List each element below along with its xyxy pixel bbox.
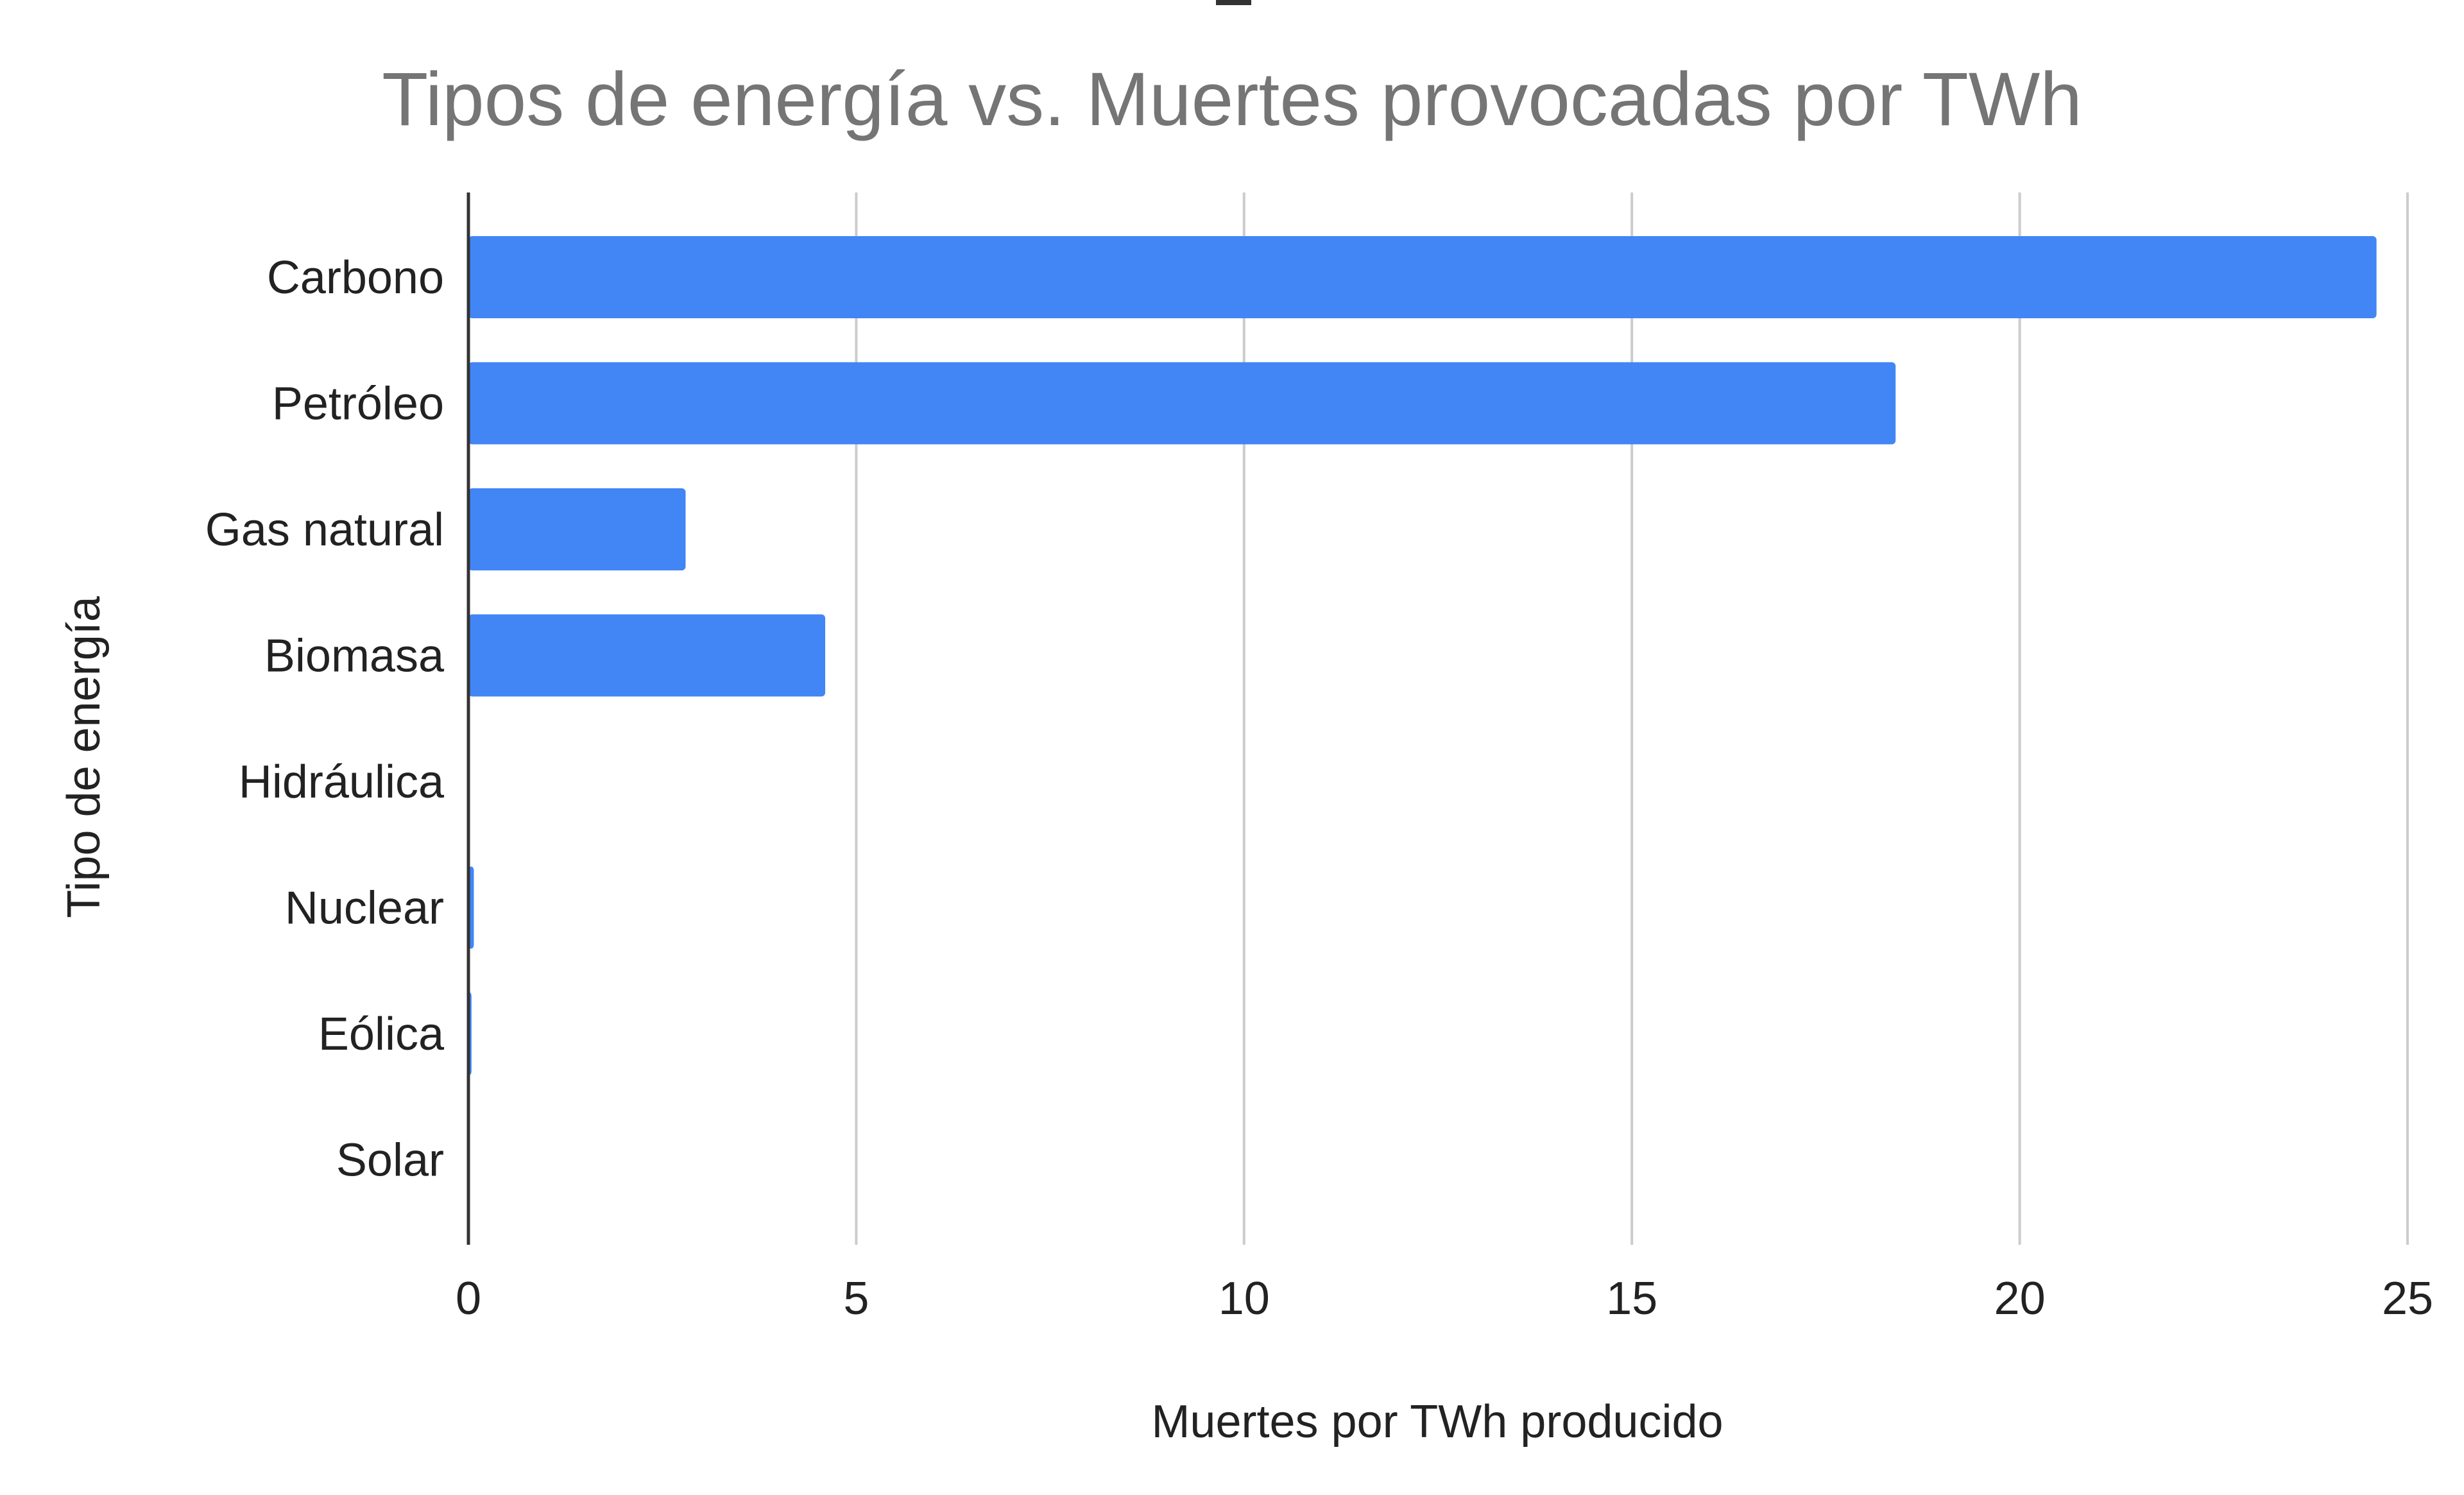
x-tick-label: 25 bbox=[2382, 1273, 2433, 1324]
x-tick-label: 10 bbox=[1219, 1273, 1270, 1324]
y-tick-label: Hidráulica bbox=[239, 756, 445, 808]
x-tick-label: 15 bbox=[1606, 1273, 1657, 1324]
bar-petróleo bbox=[468, 362, 1896, 445]
x-axis-title: Muertes por TWh producido bbox=[1151, 1396, 1723, 1448]
x-tick-label: 0 bbox=[456, 1273, 481, 1324]
y-tick-label: Petróleo bbox=[272, 379, 444, 430]
bar-gas-natural bbox=[468, 488, 686, 570]
y-tick-label: Nuclear bbox=[285, 883, 444, 934]
x-axis-tick-labels: 0 5 10 15 20 25 bbox=[456, 1273, 2433, 1324]
x-tick-label: 5 bbox=[843, 1273, 869, 1324]
y-tick-label: Eólica bbox=[318, 1009, 445, 1060]
bar-biomasa bbox=[468, 614, 826, 697]
y-tick-label: Carbono bbox=[267, 252, 444, 303]
y-tick-label: Solar bbox=[336, 1135, 444, 1186]
y-tick-label: Biomasa bbox=[264, 631, 445, 682]
bar-carbono bbox=[468, 236, 2377, 318]
cropped-top-mark bbox=[1216, 0, 1251, 5]
y-tick-label: Gas natural bbox=[205, 504, 444, 556]
y-axis-tick-labels: Carbono Petróleo Gas natural Biomasa Hidrául… bbox=[205, 252, 445, 1186]
x-tick-label: 20 bbox=[1994, 1273, 2046, 1324]
bars bbox=[468, 236, 2377, 1201]
chart-title: Tipos de energía vs. Muertes provocadas … bbox=[382, 57, 2082, 142]
gridlines bbox=[855, 192, 2409, 1245]
y-axis-title: Tipo de energía bbox=[58, 595, 110, 918]
